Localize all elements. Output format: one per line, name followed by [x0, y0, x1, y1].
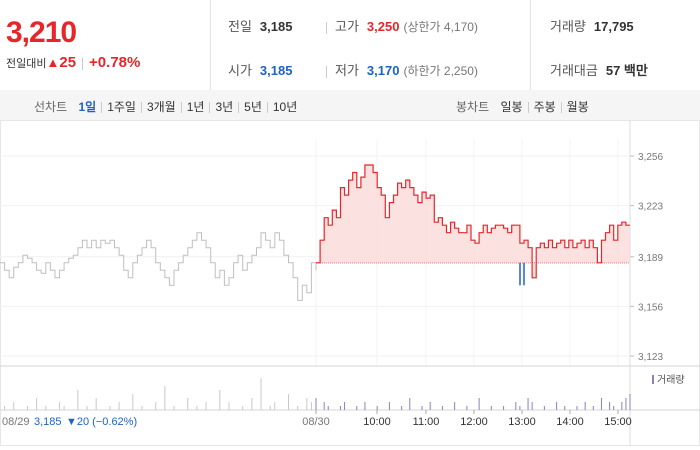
low-stat: 저가 3,170 (하한가 2,250) — [326, 60, 478, 79]
x-tick-label: 12:00 — [460, 416, 488, 428]
y-tick-label: 3,256 — [638, 152, 663, 163]
today-area-fill — [316, 165, 630, 278]
x-tick-label: 10:00 — [363, 416, 391, 428]
prev-day-close: 3,185 — [34, 416, 62, 428]
y-tick-label: 3,189 — [638, 253, 663, 264]
tab-line-3[interactable]: 1년 — [186, 100, 205, 114]
x-tick-label: 08/30 — [302, 416, 330, 428]
y-tick-label: 3,156 — [638, 302, 663, 313]
y-tick-label: 3,223 — [638, 202, 663, 213]
change-value: 25 — [59, 54, 77, 71]
change-rate: +0.78% — [89, 54, 141, 71]
chart-period-tabs: 선차트 1일 1주일 3개월 1년 3년 5년 10년 봉차트 일봉 주봉 월봉 — [0, 90, 700, 121]
change-label: 전일대비 — [6, 58, 47, 70]
volume-stat: 거래량 17,795 — [550, 19, 634, 34]
tab-line-2[interactable]: 3개월 — [146, 100, 176, 114]
tab-candle-1[interactable]: 주봉 — [533, 100, 556, 114]
high-stat: 고가 3,250 (상한가 4,170) — [326, 16, 478, 35]
tab-candle-2[interactable]: 월봉 — [566, 100, 589, 114]
tab-candle-0[interactable]: 일봉 — [500, 100, 523, 114]
amount-stat: 거래대금 57 백만 — [550, 63, 648, 78]
price-change: 전일대비▲25 +0.78% — [6, 54, 140, 71]
prev-close-stat: 전일 3,185 — [228, 19, 293, 34]
candle-chart-label: 봉차트 — [456, 100, 490, 114]
tab-line-1[interactable]: 1주일 — [107, 100, 136, 114]
tab-line-5[interactable]: 5년 — [244, 100, 262, 114]
open-stat: 시가 3,185 — [228, 63, 293, 78]
tab-line-6[interactable]: 10년 — [272, 100, 298, 114]
line-chart-label: 선차트 — [34, 100, 68, 114]
volume-legend-label: 거래량 — [657, 374, 685, 386]
candle-chart-tabs: 봉차트 일봉 주봉 월봉 — [456, 98, 589, 115]
intraday-price-chart: 3,256 3,223 3,189 3,156 3,123 거래량 08/30 10:00 11… — [0, 120, 700, 446]
x-tick-label: 11:00 — [413, 416, 440, 428]
prev-day-date: 08/29 — [2, 416, 30, 428]
x-tick-label: 15:00 — [604, 416, 632, 428]
line-chart-tabs: 선차트 1일 1주일 3개월 1년 3년 5년 10년 — [34, 98, 297, 115]
prev-day-series-line — [0, 232, 317, 301]
prev-day-change: ▼20 (−0.62%) — [66, 416, 137, 428]
x-tick-label: 14:00 — [556, 416, 584, 428]
volume-legend-swatch — [652, 375, 654, 384]
y-tick-label: 3,123 — [638, 352, 663, 363]
quote-summary: 3,210 전일대비▲25 +0.78% 전일 3,185 시가 3,185 고가 3,… — [0, 0, 700, 91]
tab-line-4[interactable]: 3년 — [215, 100, 234, 114]
up-arrow-icon: ▲ — [46, 55, 60, 70]
x-tick-label: 13:00 — [508, 416, 536, 428]
current-price: 3,210 — [6, 16, 77, 49]
chart-frame — [0, 120, 700, 446]
tab-line-0[interactable]: 1일 — [78, 100, 97, 114]
today-series-line — [316, 164, 630, 279]
